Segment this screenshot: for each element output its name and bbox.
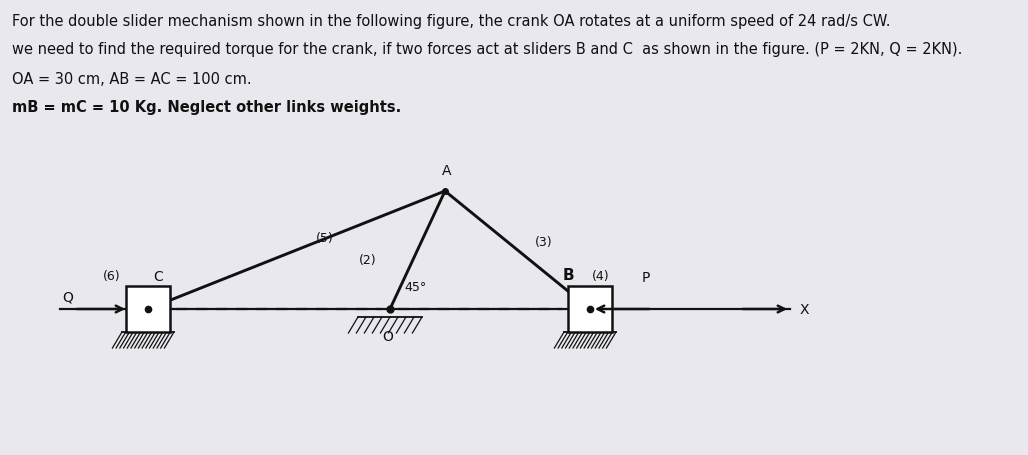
- Text: (3): (3): [535, 236, 553, 249]
- Text: (2): (2): [359, 254, 376, 267]
- Text: (5): (5): [316, 232, 334, 245]
- Text: 45°: 45°: [404, 281, 427, 294]
- Text: B: B: [562, 268, 574, 283]
- Text: mB = mC = 10 Kg. Neglect other links weights.: mB = mC = 10 Kg. Neglect other links wei…: [12, 100, 401, 115]
- Bar: [568, 286, 612, 332]
- Text: (4): (4): [592, 269, 610, 283]
- Text: A: A: [442, 164, 451, 177]
- Text: we need to find the required torque for the crank, if two forces act at sliders : we need to find the required torque for …: [12, 42, 962, 57]
- Text: P: P: [642, 270, 651, 284]
- Text: C: C: [153, 269, 162, 283]
- Text: For the double slider mechanism shown in the following figure, the crank OA rota: For the double slider mechanism shown in…: [12, 14, 890, 29]
- Bar: [126, 286, 170, 332]
- Text: Q: Q: [63, 290, 73, 304]
- Text: OA = 30 cm, AB = AC = 100 cm.: OA = 30 cm, AB = AC = 100 cm.: [12, 72, 252, 87]
- Text: O: O: [382, 329, 394, 343]
- Text: (6): (6): [103, 269, 120, 283]
- Text: X: X: [800, 302, 809, 316]
